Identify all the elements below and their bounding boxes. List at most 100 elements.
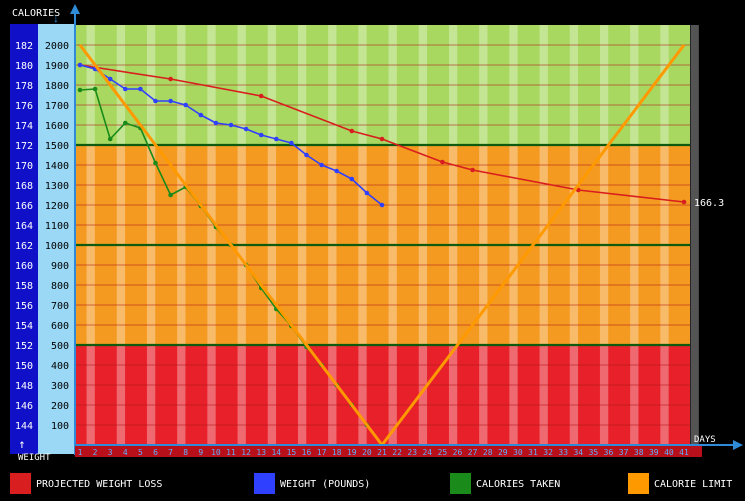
calories-arrow-icon: ↓: [53, 11, 59, 25]
calorie-tick-label: 2000: [45, 41, 69, 52]
series-point-2: [168, 192, 173, 198]
calorie-tick-label: 1500: [45, 141, 69, 152]
calories-axis-title: CALORIES: [12, 8, 60, 19]
day-tick-label: 13: [256, 448, 266, 457]
calorie-tick-label: 1600: [45, 121, 69, 132]
calorie-tick-label: 1700: [45, 101, 69, 112]
day-tick-label: 5: [138, 448, 143, 457]
series-point-1: [153, 98, 158, 104]
weight-tick-label: 166: [15, 201, 33, 212]
weight-tick-label: 156: [15, 301, 33, 312]
day-tick-label: 22: [392, 448, 402, 457]
series-point-0: [470, 167, 475, 173]
x-axis-arrow: [733, 440, 743, 450]
series-point-0: [681, 199, 687, 205]
day-tick-label: 31: [528, 448, 538, 457]
day-stripe: [86, 25, 95, 445]
weight-tick-label: 172: [15, 141, 33, 152]
weight-tick-label: 152: [15, 341, 33, 352]
day-tick-label: 15: [287, 448, 297, 457]
calorie-tick-label: 1900: [45, 61, 69, 72]
zone-0: [75, 345, 690, 445]
weight-tick-label: 148: [15, 381, 33, 392]
weight-tick-label: 154: [15, 321, 33, 332]
horizontal-gridlines: [75, 44, 690, 426]
axes-panel: 1441461481501521541561581601621641661681…: [10, 4, 743, 463]
day-tick-label: 41: [679, 448, 689, 457]
series-point-0: [349, 128, 355, 134]
weight-tick-label: 150: [15, 361, 33, 372]
day-stripe: [177, 25, 186, 445]
weight-tick-label: 176: [15, 101, 33, 112]
series-point-2: [153, 160, 158, 166]
series-point-2: [77, 87, 83, 93]
series-point-1: [349, 176, 355, 182]
day-stripe: [267, 25, 277, 445]
calorie-tick-label: 100: [51, 421, 69, 432]
calorie-tick-label: 800: [51, 281, 69, 292]
day-tick-label: 2: [93, 448, 98, 457]
series-point-1: [213, 120, 219, 126]
day-tick-label: 24: [422, 448, 432, 457]
day-tick-label: 17: [317, 448, 327, 457]
series-point-1: [379, 202, 385, 208]
day-tick-label: 8: [183, 448, 188, 457]
weight-tick-label: 168: [15, 181, 33, 192]
day-tick-label: 4: [123, 448, 128, 457]
legend-label-0: PROJECTED WEIGHT LOSS: [36, 479, 162, 490]
series-point-2: [92, 86, 98, 92]
day-stripe: [297, 25, 307, 445]
day-stripe: [690, 25, 699, 445]
background-zones: [75, 25, 690, 445]
weight-axis-title: WEIGHT: [18, 453, 51, 463]
day-stripe: [328, 25, 337, 445]
day-stripe: [116, 25, 126, 445]
day-tick-label: 3: [108, 448, 113, 457]
day-tick-label: 34: [573, 448, 583, 457]
series-point-1: [289, 140, 294, 146]
day-tick-label: 38: [634, 448, 644, 457]
legend-label-3: CALORIE LIMIT: [654, 479, 732, 490]
calorie-tick-label: 900: [51, 261, 69, 272]
day-tick-label: 30: [513, 448, 523, 457]
calorie-tick-label: 1000: [45, 241, 69, 252]
series-point-0: [258, 93, 264, 99]
day-stripe: [388, 25, 397, 445]
y-axis-arrow: [70, 4, 80, 14]
day-axis-band: [75, 445, 702, 457]
legend-label-1: WEIGHT (POUNDS): [280, 479, 370, 490]
day-stripe: [207, 25, 216, 445]
day-tick-label: 11: [226, 448, 236, 457]
calorie-tick-label: 400: [51, 361, 69, 372]
day-tick-label: 35: [589, 448, 599, 457]
series-point-1: [364, 190, 370, 196]
day-stripe: [630, 25, 639, 445]
series-point-1: [198, 112, 204, 118]
calorie-tick-label: 300: [51, 381, 69, 392]
series-point-2: [107, 136, 113, 142]
weight-tick-label: 182: [15, 41, 33, 52]
day-tick-label: 10: [211, 448, 221, 457]
calorie-tick-label: 1300: [45, 181, 69, 192]
series-point-1: [77, 62, 83, 68]
series-point-1: [274, 136, 279, 142]
day-stripe: [418, 25, 428, 445]
calorie-tick-label: 1800: [45, 81, 69, 92]
day-tick-label: 21: [377, 448, 387, 457]
series-point-0: [168, 76, 173, 82]
day-tick-label: 29: [498, 448, 508, 457]
series-point-1: [243, 126, 249, 132]
day-tick-label: 32: [543, 448, 553, 457]
calorie-tick-label: 200: [51, 401, 69, 412]
legend-swatch-2: [450, 473, 471, 494]
series-point-1: [228, 122, 234, 128]
series-point-2: [123, 120, 128, 126]
legend: PROJECTED WEIGHT LOSS WEIGHT (POUNDS) CALO…: [10, 473, 732, 494]
day-stripe: [539, 25, 548, 445]
series-point-1: [123, 86, 128, 92]
series-point-1: [334, 168, 340, 174]
day-stripe: [660, 25, 669, 445]
weight-tick-label: 174: [15, 121, 33, 132]
day-tick-label: 16: [302, 448, 312, 457]
